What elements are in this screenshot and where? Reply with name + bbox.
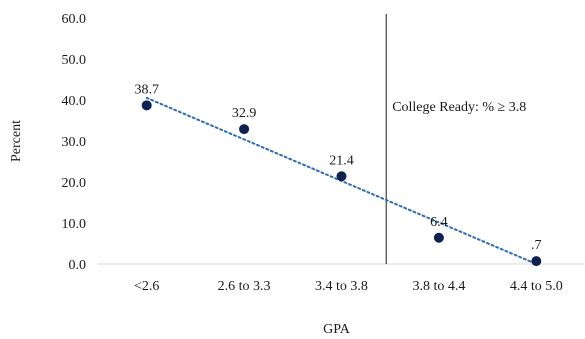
- y-axis-ticks: 0.0 10.0 20.0 30.0 40.0 50.0 60.0: [62, 12, 87, 273]
- x-tick-label: 3.4 to 3.8: [315, 279, 368, 294]
- data-point: [433, 232, 444, 243]
- data-point: [531, 256, 542, 267]
- y-axis-label: Percent: [9, 120, 24, 162]
- x-tick-label: 4.4 to 5.0: [510, 279, 563, 294]
- college-ready-annotation: College Ready: % ≥ 3.8: [392, 100, 526, 115]
- x-axis-label: GPA: [323, 322, 351, 337]
- y-tick-label: 10.0: [62, 217, 87, 232]
- x-tick-label: 2.6 to 3.3: [218, 279, 271, 294]
- data-points: [141, 100, 542, 267]
- x-tick-label: 3.8 to 4.4: [412, 279, 465, 294]
- data-point: [141, 100, 152, 111]
- data-label: 32.9: [232, 106, 257, 121]
- data-label: 6.4: [430, 215, 448, 230]
- y-tick-label: 20.0: [62, 176, 87, 191]
- y-tick-label: 50.0: [62, 53, 87, 68]
- x-axis-ticks: <2.6 2.6 to 3.3 3.4 to 3.8 3.8 to 4.4 4.4 to…: [134, 279, 563, 294]
- x-tick-label: <2.6: [134, 279, 159, 294]
- data-point: [239, 124, 250, 135]
- data-label: .7: [531, 238, 542, 253]
- y-tick-label: 0.0: [69, 258, 87, 273]
- data-point: [336, 171, 347, 182]
- y-tick-label: 60.0: [62, 12, 87, 27]
- y-tick-label: 30.0: [62, 135, 87, 150]
- data-labels: 38.7 32.9 21.4 6.4 .7: [134, 82, 541, 253]
- y-tick-label: 40.0: [62, 94, 87, 109]
- data-label: 21.4: [329, 153, 354, 168]
- data-label: 38.7: [134, 82, 159, 97]
